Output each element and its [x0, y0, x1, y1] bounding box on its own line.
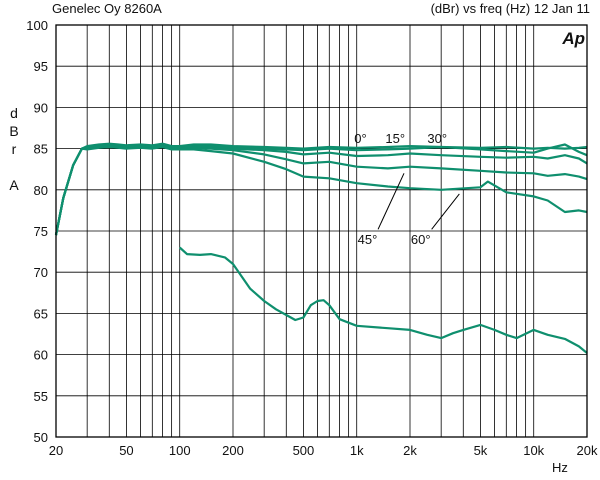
angle-label: 0°	[354, 131, 366, 146]
chart-header-right: (dBr) vs freq (Hz) 12 Jan 11	[430, 1, 590, 16]
x-tick-label: 10k	[523, 443, 544, 458]
series-line-2	[54, 144, 588, 236]
y-axis-label-line: r	[12, 141, 17, 157]
y-tick-label: 100	[26, 18, 48, 33]
plot-frame	[55, 24, 588, 438]
x-axis-label: Hz	[552, 460, 568, 475]
leader-line-1	[431, 193, 460, 230]
x-tick-labels: 20 50 100 200 500 1k 2k 5k 10k 20k	[49, 443, 598, 458]
leader-line-0	[377, 173, 405, 230]
x-tick-label: 1k	[350, 443, 364, 458]
y-tick-label: 65	[34, 306, 48, 321]
y-tick-label: 90	[34, 100, 48, 115]
y-axis-label-line: B	[9, 123, 18, 139]
y-tick-label: 80	[34, 183, 48, 198]
x-tick-label: 500	[293, 443, 315, 458]
series-line-5	[178, 246, 588, 354]
y-tick-label: 95	[34, 59, 48, 74]
y-tick-label: 60	[34, 348, 48, 363]
angle-label: 30°	[427, 131, 447, 146]
y-tick-label: 75	[34, 224, 48, 239]
angle-label: 45°	[358, 232, 378, 247]
y-tick-labels: 50 55 60 65 70 75 80 85 90 95 100	[26, 18, 48, 445]
response-traces	[54, 142, 588, 354]
x-tick-label: 5k	[474, 443, 488, 458]
y-axis-label-line: A	[9, 177, 19, 193]
x-tick-label: 100	[169, 443, 191, 458]
angle-label: 60°	[411, 232, 431, 247]
series-line-4	[54, 145, 588, 236]
x-tick-label: 20	[49, 443, 63, 458]
y-tick-label: 50	[34, 430, 48, 445]
y-tick-label: 70	[34, 265, 48, 280]
x-tick-label: 2k	[403, 443, 417, 458]
x-tick-label: 20k	[577, 443, 598, 458]
y-tick-label: 85	[34, 142, 48, 157]
y-tick-label: 55	[34, 389, 48, 404]
x-tick-label: 200	[222, 443, 244, 458]
annotation-leaders	[377, 173, 460, 230]
series-line-3	[54, 145, 588, 236]
x-tick-label: 50	[119, 443, 133, 458]
angle-label: 15°	[385, 131, 405, 146]
grid-lines	[56, 25, 587, 437]
ap-logo: Ap	[561, 29, 585, 48]
y-axis-label-line: d	[10, 105, 18, 121]
angle-annotations: 0° 15° 30° 45° 60°	[354, 131, 447, 247]
chart-header-left: Genelec Oy 8260A	[52, 1, 162, 16]
